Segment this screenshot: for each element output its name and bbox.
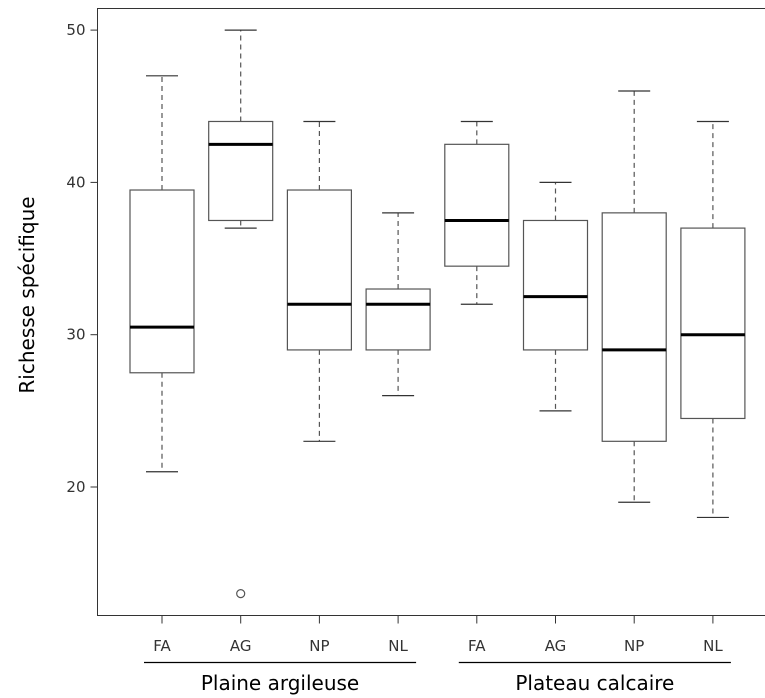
y-tick-label: 30 — [66, 326, 85, 344]
group-label: Plaine argileuse — [201, 671, 359, 695]
boxes-layer — [129, 29, 746, 599]
x-tick-label: AG — [230, 637, 252, 655]
x-tick-label: FA — [468, 637, 486, 655]
x-tick-label: NL — [703, 637, 723, 655]
y-tick-label: 50 — [66, 21, 85, 39]
box-plaine-fa — [129, 75, 195, 473]
outlier-point — [236, 589, 246, 599]
box-plateau-ag — [522, 181, 589, 412]
iqr-box — [208, 120, 274, 222]
iqr-box — [365, 288, 431, 351]
x-tick-label: NP — [624, 637, 644, 655]
iqr-box — [129, 189, 195, 374]
iqr-box — [444, 143, 510, 267]
box-plaine-ag — [208, 29, 274, 599]
y-tick-label: 20 — [66, 478, 85, 496]
x-tick-label: AG — [545, 637, 567, 655]
x-tick-label: NL — [388, 637, 408, 655]
box-plaine-np — [286, 120, 352, 442]
x-tick-label: FA — [153, 637, 171, 655]
iqr-box — [601, 212, 667, 442]
iqr-box — [522, 219, 589, 351]
iqr-box — [286, 189, 352, 351]
box-plateau-nl — [680, 120, 746, 519]
box-plateau-np — [601, 90, 667, 503]
y-axis-title: Richesse spécifique — [15, 196, 39, 393]
box-plateau-fa — [444, 120, 510, 305]
iqr-box — [680, 227, 746, 420]
x-tick-label: NP — [309, 637, 329, 655]
y-tick-label: 40 — [66, 173, 85, 191]
box-plaine-nl — [365, 212, 431, 397]
plot-frame — [97, 8, 765, 616]
group-labels-layer: Plaine argileuse Plateau calcaire — [144, 661, 731, 695]
y-axis: 20 30 40 50 — [66, 21, 98, 496]
x-axis: FA AG NP NL FA AG NP NL — [153, 615, 723, 655]
group-label: Plateau calcaire — [515, 671, 674, 695]
